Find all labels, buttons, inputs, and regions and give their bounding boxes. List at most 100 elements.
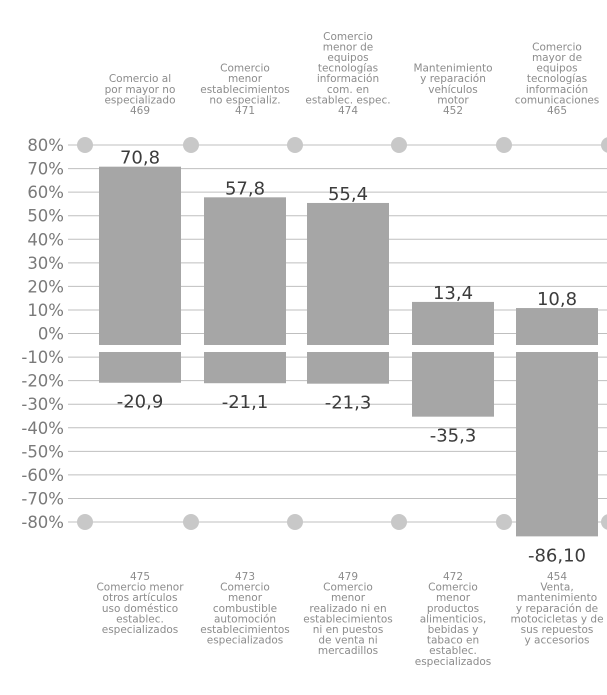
top-category-label-line: vehículos: [428, 84, 478, 96]
value-label-negative: -21,3: [325, 393, 372, 414]
separator-dots: [77, 137, 607, 530]
y-tick-label: 10%: [27, 301, 64, 320]
separator-dot: [77, 514, 93, 530]
top-category-label-line: Mantenimiento: [413, 63, 492, 75]
bottom-category-label-line: sus repuestos: [521, 624, 594, 636]
top-category-label-line: especializado: [104, 94, 175, 106]
separator-dot: [391, 514, 407, 530]
top-category-label-line: Comercio al: [109, 73, 171, 85]
top-category-label-line: mayor de: [532, 52, 582, 64]
bar-negative: [99, 352, 181, 383]
bottom-category-label-line: alimenticios,: [420, 613, 487, 625]
y-tick-label: 80%: [27, 136, 64, 155]
bar-positive: [99, 166, 181, 345]
bottom-category-label-line: menor: [331, 592, 366, 604]
bottom-category-label-line: Venta,: [540, 582, 573, 594]
y-tick-label: -40%: [21, 419, 64, 438]
bar-negative: [204, 352, 286, 384]
bottom-category-label-line: establecimientos: [200, 624, 290, 636]
y-tick-label: 30%: [27, 254, 64, 273]
top-category-label-line: establecimientos: [200, 84, 290, 96]
bottom-category-label-line: establec.: [429, 645, 477, 657]
top-category-label-line: 452: [443, 105, 463, 117]
bar-positive: [516, 308, 598, 345]
y-tick-label: -30%: [21, 395, 64, 414]
top-category-label-line: comunicaciones: [515, 94, 600, 106]
bottom-category-label-line: especializados: [207, 635, 284, 647]
y-tick-label: -80%: [21, 513, 64, 532]
top-category-label-line: motor: [437, 94, 469, 106]
value-label-negative: -35,3: [430, 426, 477, 447]
y-tick-label: 0%: [38, 325, 64, 344]
top-category-label-line: y reparación: [420, 73, 486, 85]
bottom-category-label-line: otros artículos: [103, 592, 178, 604]
separator-dot: [287, 137, 303, 153]
top-category-label-line: Comercio: [323, 31, 373, 43]
value-label-positive: 70,8: [120, 148, 160, 169]
bottom-category-label-line: y reparación de: [516, 603, 598, 615]
separator-dot: [287, 514, 303, 530]
bottom-category-label-line: 454: [547, 571, 567, 583]
top-category-label-line: 469: [130, 105, 150, 117]
top-category-label-line: por mayor no: [105, 84, 176, 96]
separator-dot: [601, 514, 607, 530]
bottom-category-label-line: tabaco en: [427, 635, 479, 647]
bottom-category-label-line: Comercio: [220, 582, 270, 594]
bottom-category-label-line: especializados: [415, 656, 492, 668]
bottom-category-label-line: especializados: [102, 624, 179, 636]
top-category-label-line: com. en: [327, 84, 369, 96]
bottom-category-label-line: Comercio: [428, 582, 478, 594]
bottom-category-label-line: 479: [338, 571, 358, 583]
top-category-label-line: tecnologías: [318, 63, 378, 75]
y-tick-label: -70%: [21, 489, 64, 508]
top-category-label-line: 474: [338, 105, 358, 117]
top-category-label-line: menor: [228, 73, 263, 85]
bars: [99, 166, 598, 537]
bar-positive: [307, 202, 389, 345]
top-category-label-line: Comercio: [532, 41, 582, 53]
y-tick-label: 50%: [27, 207, 64, 226]
bottom-category-label-line: productos: [427, 603, 479, 615]
value-label-positive: 57,8: [225, 178, 265, 199]
top-category-label-line: 465: [547, 105, 567, 117]
value-label-negative: -20,9: [117, 392, 164, 413]
top-category-label-line: 471: [235, 105, 255, 117]
top-category-label-line: equipos: [536, 63, 577, 75]
y-tick-label: -50%: [21, 442, 64, 461]
bottom-category-label-line: ni en puestos: [313, 624, 384, 636]
y-tick-label: 70%: [27, 160, 64, 179]
bottom-category-label-line: Comercio menor: [96, 582, 184, 594]
bottom-category-label-line: de venta ni: [318, 635, 377, 647]
top-category-label-line: equipos: [327, 52, 368, 64]
bar-negative: [307, 352, 389, 384]
bar-negative: [412, 352, 494, 417]
y-tick-label: 40%: [27, 230, 64, 249]
separator-dot: [183, 514, 199, 530]
y-tick-label: 20%: [27, 277, 64, 296]
y-tick-label: -20%: [21, 372, 64, 391]
separator-dot: [496, 514, 512, 530]
top-category-label-line: establec. espec.: [305, 94, 390, 106]
top-category-label-line: información: [526, 84, 588, 96]
value-label-positive: 55,4: [328, 184, 368, 205]
y-tick-label: -60%: [21, 466, 64, 485]
bottom-category-label-line: menor: [228, 592, 263, 604]
top-category-label-line: Comercio: [220, 63, 270, 75]
bottom-category-label-line: mantenimiento: [517, 592, 597, 604]
bottom-category-label-line: bebidas y: [428, 624, 479, 636]
value-label-positive: 13,4: [433, 283, 473, 304]
value-labels: 70,8 57,8 55,4 13,4 10,8 -20,9 -21,1 -21,3 -35,3…: [117, 148, 586, 567]
bottom-category-label-line: motocicletas y de: [510, 613, 603, 625]
top-category-label-line: tecnologías: [527, 73, 587, 85]
bottom-category-label-line: 475: [130, 571, 150, 583]
y-tick-label: 60%: [27, 183, 64, 202]
top-category-label-line: información: [317, 73, 379, 85]
bottom-category-label-line: 473: [235, 571, 255, 583]
bottom-category-label-line: menor: [436, 592, 471, 604]
value-label-positive: 10,8: [537, 289, 577, 310]
separator-dot: [601, 137, 607, 153]
bottom-category-label-line: combustible: [213, 603, 277, 615]
